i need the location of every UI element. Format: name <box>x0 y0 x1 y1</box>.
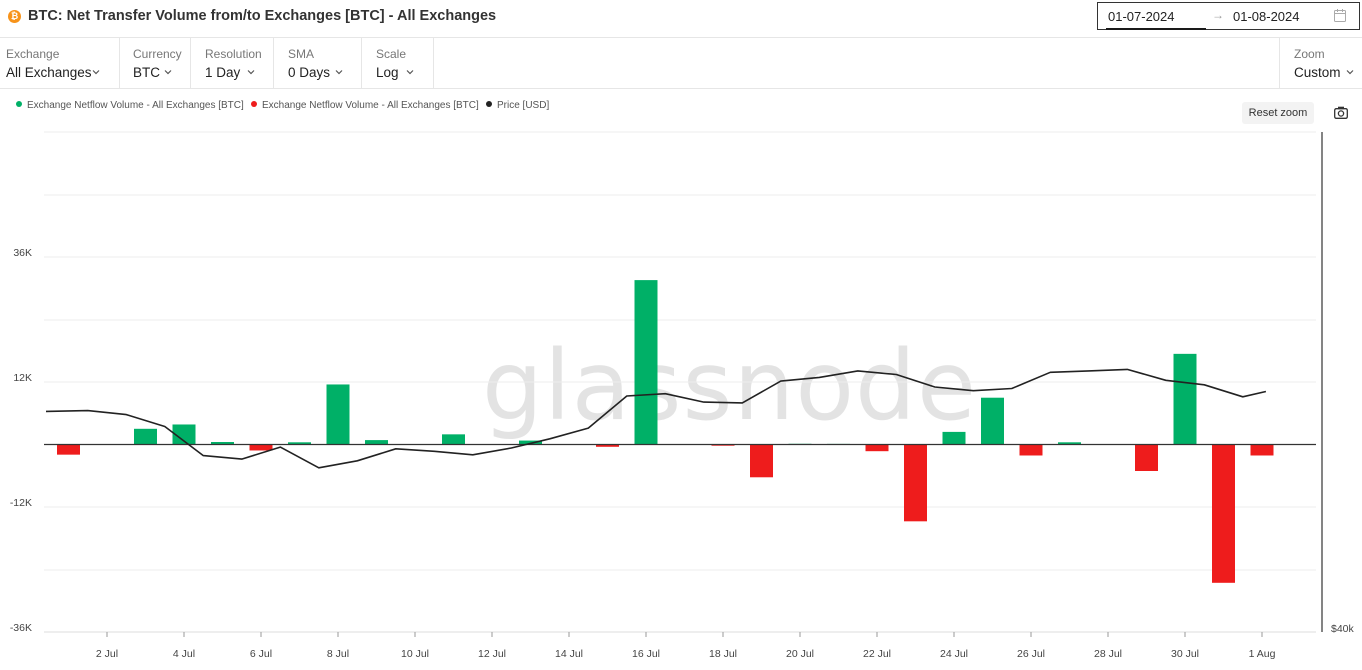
x-tick-label: 12 Jul <box>478 648 506 660</box>
sma-label: SMA <box>288 47 315 61</box>
legend-dot <box>16 101 22 107</box>
scale-select[interactable]: Scale Log <box>362 38 434 88</box>
bar-outflow <box>904 444 927 522</box>
bar-outflow <box>596 444 619 447</box>
reset-zoom-button[interactable]: Reset zoom <box>1242 102 1314 124</box>
legend-label: Price [USD] <box>497 100 550 111</box>
calendar-icon[interactable] <box>1334 9 1346 22</box>
x-tick-label: 8 Jul <box>327 648 349 660</box>
resolution-select[interactable]: Resolution 1 Day <box>191 38 274 88</box>
y-tick-label: -12K <box>10 497 32 509</box>
exchange-value[interactable]: All Exchanges <box>6 65 92 80</box>
bar-inflow <box>134 428 157 445</box>
sma-value[interactable]: 0 Days <box>288 65 331 80</box>
bar-outflow <box>1212 444 1235 583</box>
x-tick-label: 20 Jul <box>786 648 814 660</box>
y-tick-label: -36K <box>10 622 32 634</box>
y-tick-label: 36K <box>13 247 32 259</box>
bar-inflow <box>942 431 966 445</box>
legend-label: Exchange Netflow Volume - All Exchanges … <box>262 100 479 111</box>
legend-dot <box>251 101 257 107</box>
date-range-picker[interactable]: 01-07-2024 → 01-08-2024 <box>1097 2 1360 30</box>
date-start-input[interactable]: 01-07-2024 <box>1108 9 1175 24</box>
scale-value[interactable]: Log <box>376 65 399 80</box>
resolution-value[interactable]: 1 Day <box>205 65 241 80</box>
bar-inflow <box>288 442 311 445</box>
date-start-underline <box>1106 28 1206 30</box>
bar-outflow <box>1250 444 1274 456</box>
bar-inflow <box>519 440 542 445</box>
resolution-label: Resolution <box>205 47 262 61</box>
bar-outflow <box>249 444 273 451</box>
x-tick-label: 1 Aug <box>1249 648 1276 660</box>
price-line <box>45 368 1267 469</box>
bar-outflow <box>865 444 889 452</box>
bar-outflow <box>750 444 773 478</box>
legend-item-inflow[interactable]: Exchange Netflow Volume - All Exchanges … <box>16 100 244 111</box>
bar-inflow <box>326 384 350 445</box>
chevron-down-icon <box>247 70 255 75</box>
x-tick-label: 16 Jul <box>632 648 660 660</box>
bar-inflow <box>172 424 196 445</box>
x-tick-label: 26 Jul <box>1017 648 1045 660</box>
legend-label: Exchange Netflow Volume - All Exchanges … <box>27 100 244 111</box>
bar-outflow <box>1019 444 1043 456</box>
bar-inflow <box>1058 442 1081 445</box>
legend-item-outflow[interactable]: Exchange Netflow Volume - All Exchanges … <box>251 100 479 111</box>
camera-icon[interactable] <box>1334 106 1348 119</box>
chevron-down-icon <box>1346 70 1354 75</box>
x-tick-label: 28 Jul <box>1094 648 1122 660</box>
bar-inflow <box>365 440 388 445</box>
currency-select[interactable]: Currency BTC <box>120 38 191 88</box>
date-end-input[interactable]: 01-08-2024 <box>1233 9 1300 24</box>
x-tick-label: 14 Jul <box>555 648 583 660</box>
chevron-down-icon <box>164 70 172 75</box>
chevron-down-icon <box>92 70 100 75</box>
x-tick-label: 10 Jul <box>401 648 429 660</box>
exchange-label: Exchange <box>6 47 60 61</box>
currency-value[interactable]: BTC <box>133 65 160 80</box>
bar-inflow <box>981 397 1004 445</box>
x-tick-label: 4 Jul <box>173 648 195 660</box>
chevron-down-icon <box>335 70 343 75</box>
arrow-right-icon: → <box>1212 8 1224 22</box>
legend-item-price[interactable]: Price [USD] <box>486 100 549 111</box>
x-tick-label: 22 Jul <box>863 648 891 660</box>
bar-outflow <box>1135 444 1158 471</box>
bar-outflow <box>711 444 735 446</box>
bar-outflow <box>57 444 80 455</box>
x-tick-label: 2 Jul <box>96 648 118 660</box>
bar-inflow <box>211 442 234 445</box>
scale-label: Scale <box>376 47 407 61</box>
y-tick-label: 12K <box>13 372 32 384</box>
x-tick-label: 6 Jul <box>250 648 272 660</box>
y-right-tick-label: $40k <box>1331 623 1355 635</box>
x-tick-label: 30 Jul <box>1171 648 1199 660</box>
bar-inflow <box>634 280 658 445</box>
chevron-down-icon <box>406 70 414 75</box>
bitcoin-icon: ₿ <box>8 10 21 23</box>
zoom-select[interactable]: Zoom Custom <box>1279 38 1362 88</box>
page-title: BTC: Net Transfer Volume from/to Exchang… <box>28 8 497 24</box>
chart-header: ₿ BTC: Net Transfer Volume from/to Excha… <box>0 0 1362 38</box>
x-tick-label: 18 Jul <box>709 648 737 660</box>
exchange-select[interactable]: Exchange All Exchanges <box>0 38 120 88</box>
currency-label: Currency <box>133 47 182 61</box>
zoom-value[interactable]: Custom <box>1294 65 1341 80</box>
bar-inflow <box>442 434 465 445</box>
x-tick-label: 24 Jul <box>940 648 968 660</box>
sma-select[interactable]: SMA 0 Days <box>274 38 362 88</box>
legend-dot <box>486 101 492 107</box>
bar-inflow <box>1173 353 1197 445</box>
chart-controls: Exchange All Exchanges Currency BTC Reso… <box>0 38 1362 89</box>
zoom-label: Zoom <box>1294 47 1325 61</box>
